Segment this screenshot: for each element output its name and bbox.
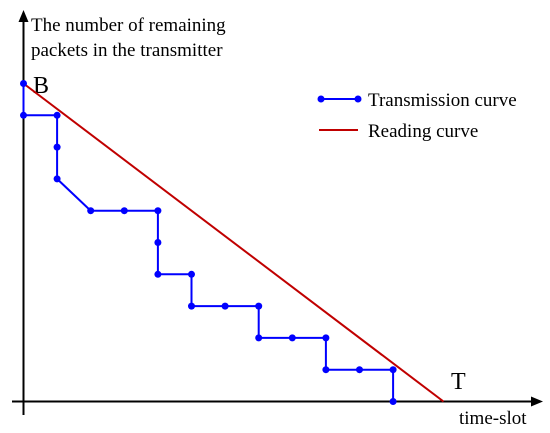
transmission-curve-point bbox=[255, 302, 263, 310]
transmission-curve-point bbox=[120, 207, 128, 215]
legend-transmission-swatch-dot-right bbox=[354, 95, 362, 103]
transmission-curve-point bbox=[255, 334, 263, 342]
x-axis-label: time-slot bbox=[459, 408, 527, 429]
transmission-curve-point bbox=[356, 366, 363, 374]
transmission-curve-point bbox=[154, 270, 162, 278]
transmission-curve-point bbox=[288, 334, 296, 342]
transmission-curve-point bbox=[389, 366, 397, 374]
plot-area bbox=[20, 80, 445, 405]
legend-reading-label: Reading curve bbox=[368, 121, 478, 142]
transmission-curve-point bbox=[154, 207, 162, 215]
transmission-curve-point bbox=[188, 302, 195, 310]
transmission-curve-point bbox=[20, 80, 27, 87]
transmission-curve-point bbox=[20, 111, 27, 119]
y-axis-label-line-1: The number of remaining bbox=[31, 15, 226, 36]
transmission-curve-point bbox=[322, 366, 330, 374]
transmission-curve-line bbox=[22, 83, 395, 402]
y-axis-label-line-2: packets in the transmitter bbox=[31, 40, 223, 61]
transmission-curve-point bbox=[154, 239, 162, 246]
annotation-start-label: B bbox=[33, 73, 49, 99]
legend-transmission-swatch-dot-left bbox=[317, 95, 325, 103]
x-axis-arrow bbox=[531, 396, 543, 407]
legend-transmission-label: Transmission curve bbox=[368, 90, 517, 111]
transmission-curve-point bbox=[188, 270, 195, 278]
y-axis-arrow bbox=[18, 10, 29, 22]
transmission-curve-point bbox=[322, 334, 330, 342]
transmission-curve-point bbox=[53, 111, 61, 119]
legend: Transmission curve Reading curve bbox=[317, 90, 517, 142]
transmission-curve-point bbox=[87, 207, 95, 215]
transmission-curve-point bbox=[389, 398, 397, 405]
annotation-end-label: T bbox=[451, 369, 466, 395]
transmission-curve-point bbox=[53, 143, 61, 151]
transmission-curve-point bbox=[53, 175, 61, 183]
reading-curve-line bbox=[22, 82, 445, 403]
transmission-curve-point bbox=[221, 302, 229, 310]
